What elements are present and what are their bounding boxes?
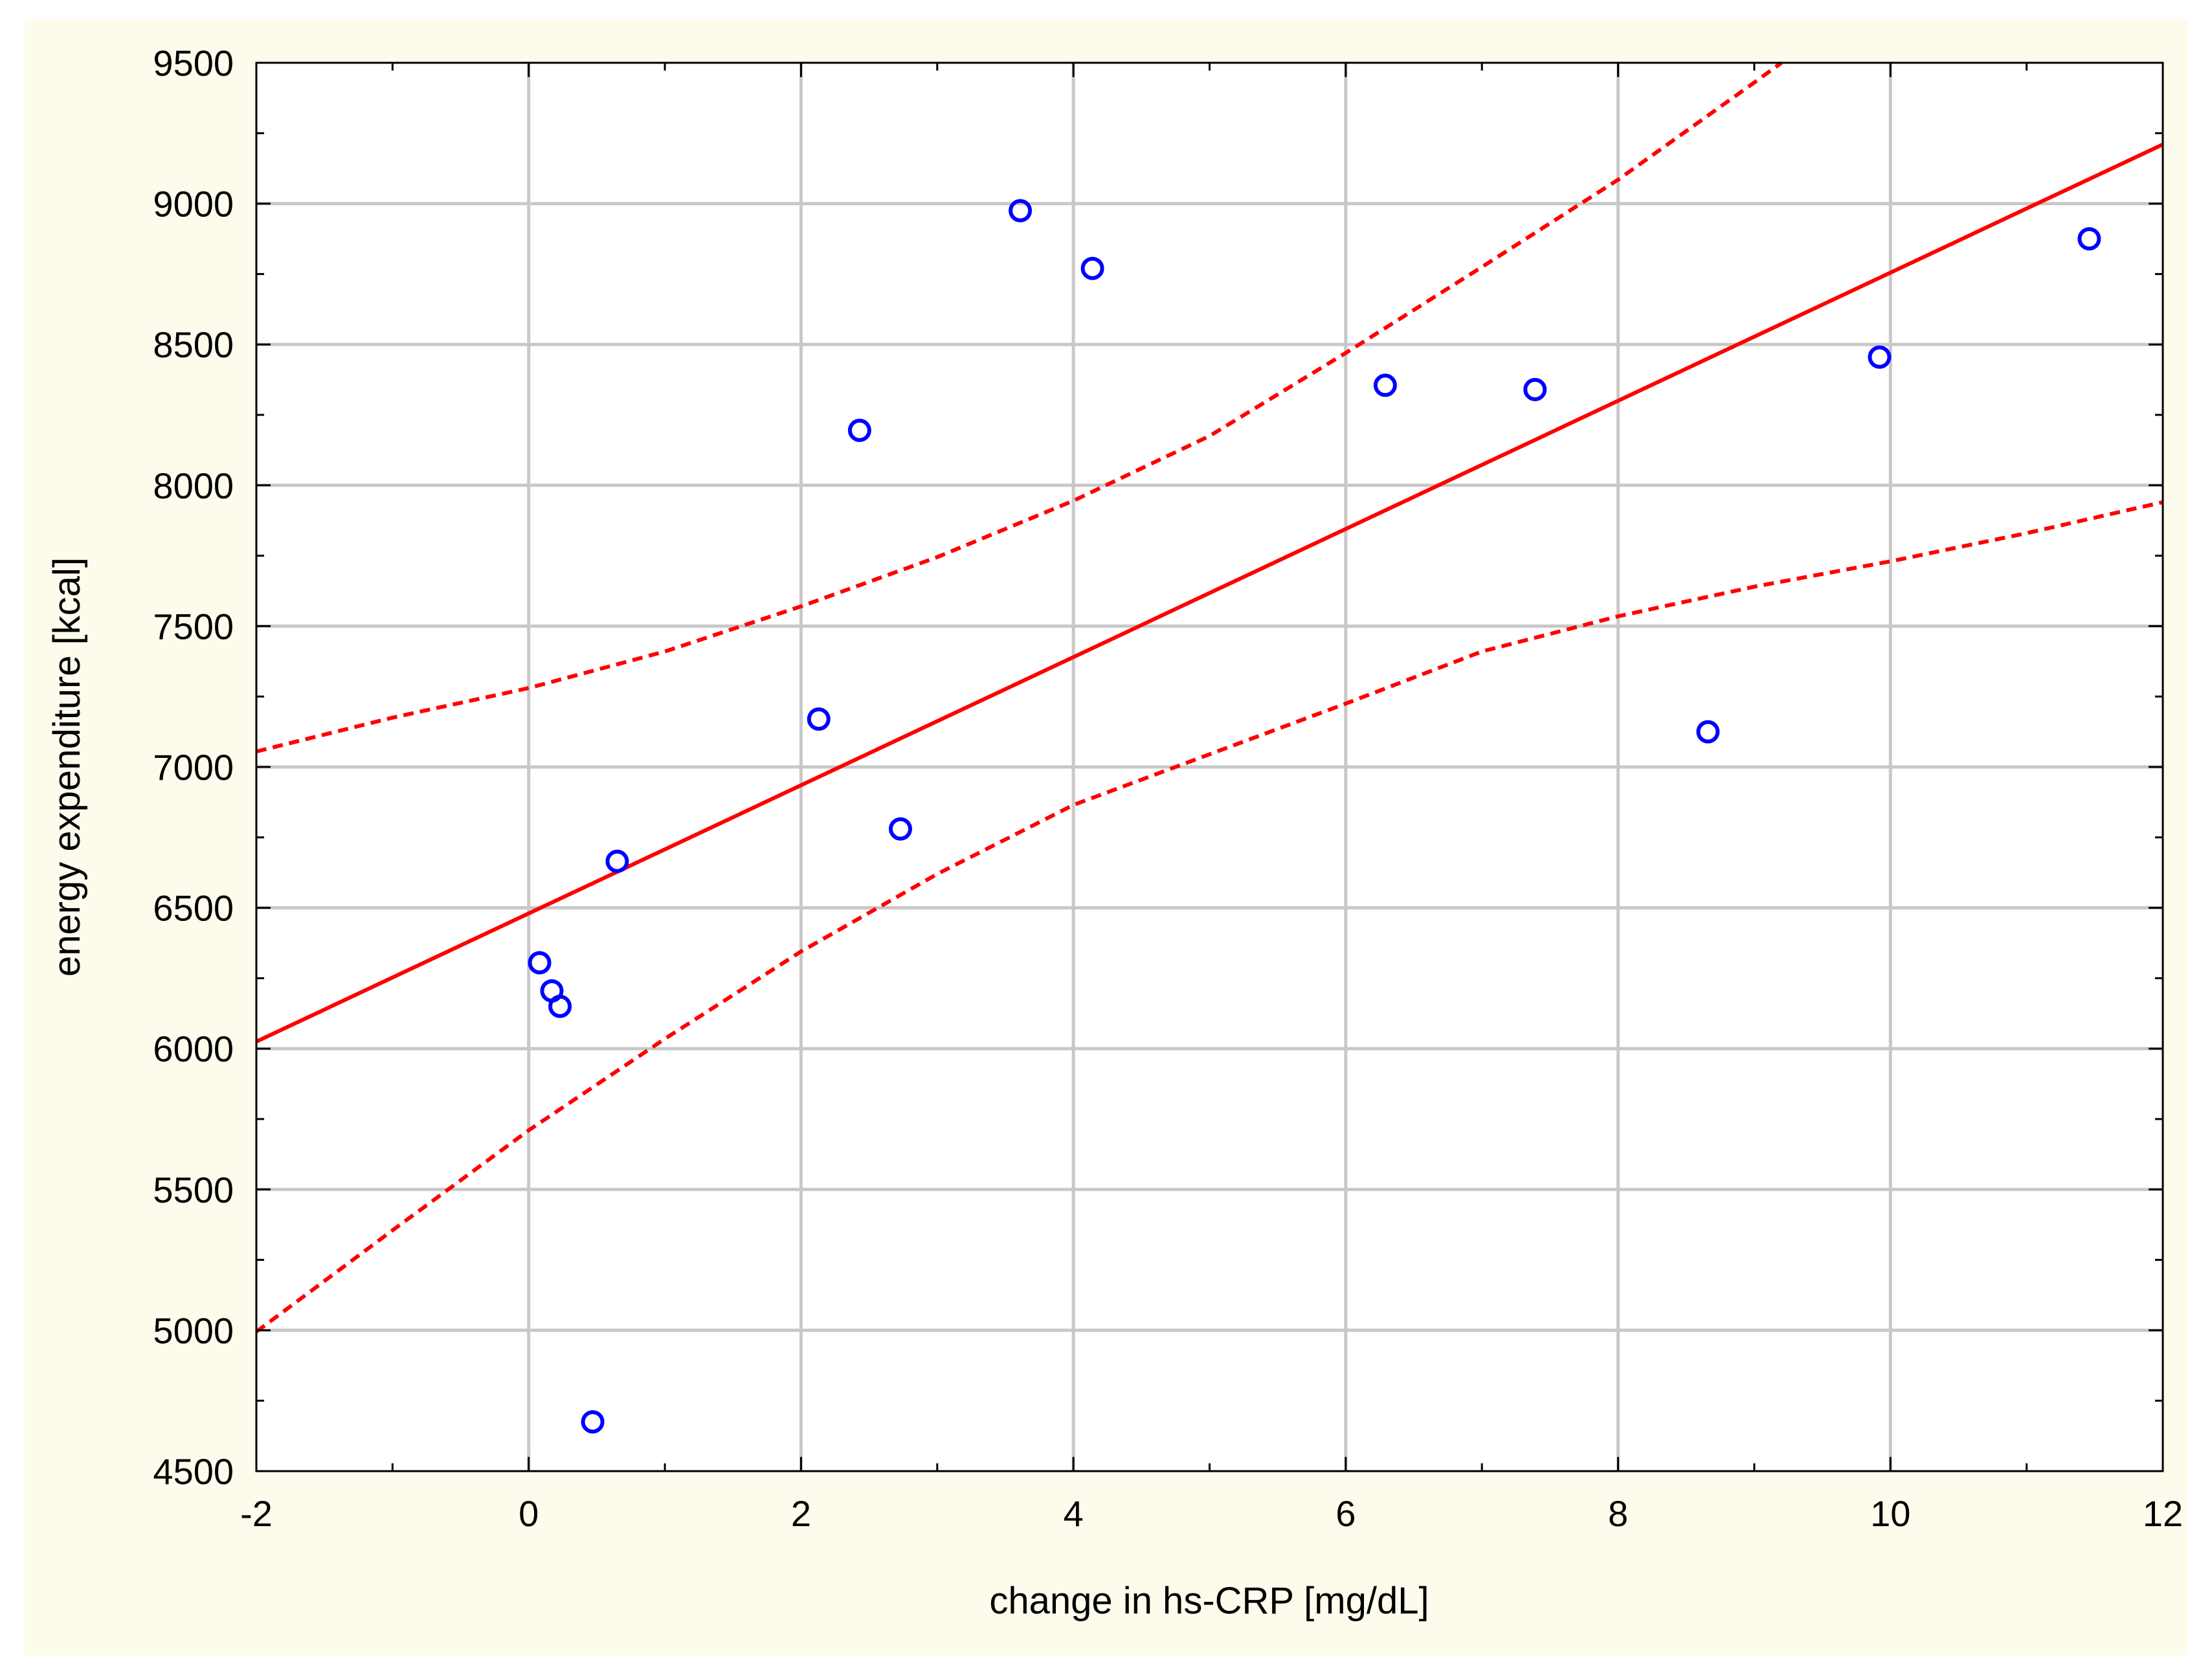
x-tick-label: 6 [1335,1493,1356,1534]
y-tick-label: 7000 [153,747,234,788]
data-point [581,1410,605,1434]
data-point [1373,373,1397,397]
data-point [1080,256,1104,280]
y-tick-label: 5500 [153,1170,234,1210]
data-point [548,994,572,1018]
y-tick-label: 6000 [153,1028,234,1069]
data-point [2077,227,2101,250]
data-point [1523,377,1547,401]
data-point [528,951,552,975]
confidence-band-lower [255,500,2163,1334]
data-point [1009,199,1033,223]
data-point [847,418,871,442]
data-point [605,849,629,873]
x-tick-label: 12 [2143,1493,2183,1534]
chart-figure: -2 0 2 4 6 8 10 12 4500 5000 5500 6000 6500 7000 7500… [25,19,2187,1656]
y-tick-labels: 4500 5000 5500 6000 6500 7000 7500 8000 8500 9000… [153,43,234,1492]
x-tick-label: 10 [1870,1493,1910,1534]
y-tick-label: 4500 [153,1451,234,1492]
y-tick-label: 8000 [153,465,234,506]
data-point [888,817,912,841]
confidence-bands [255,61,2163,1334]
y-tick-label: 6500 [153,888,234,929]
scatter-chart: -2 0 2 4 6 8 10 12 4500 5000 5500 6000 6500 7000 7500… [46,43,2183,1622]
x-tick-label: 2 [791,1493,811,1534]
y-tick-label: 5000 [153,1310,234,1351]
regression-line [255,142,2164,1044]
grid-lines [256,63,2163,1471]
y-tick-label: 9500 [153,43,234,83]
y-axis-label: energy expenditure [kcal] [46,557,88,977]
data-point [1696,720,1720,744]
x-tick-label: 4 [1064,1493,1084,1534]
x-tick-labels: -2 0 2 4 6 8 10 12 [240,1493,2183,1534]
data-point [1868,345,1892,369]
x-tick-label: 0 [519,1493,539,1534]
x-tick-label: -2 [240,1493,273,1534]
axis-ticks [255,61,2164,1472]
x-tick-label: 8 [1608,1493,1628,1534]
y-tick-label: 7500 [153,606,234,647]
x-axis-label: change in hs-CRP [mg/dL] [989,1580,1429,1622]
confidence-band-upper [256,61,1783,754]
y-tick-label: 8500 [153,324,234,365]
data-point [807,707,831,731]
regression-line-group [255,142,2164,1044]
data-points [528,199,2101,1434]
y-tick-label: 9000 [153,184,234,225]
